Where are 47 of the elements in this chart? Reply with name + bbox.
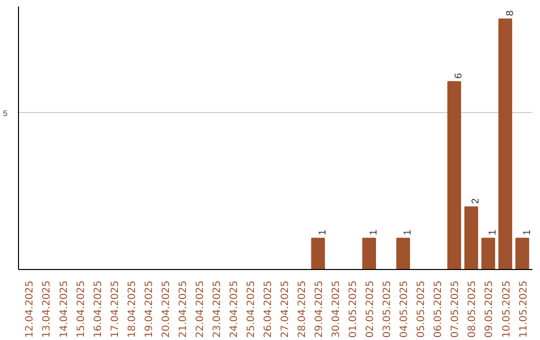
x-tick-label: 30.04.2025 [331,280,342,338]
x-tick-label: 10.05.2025 [501,280,512,338]
bar [515,238,530,270]
bar [396,238,410,270]
x-tick-label: 16.04.2025 [92,280,104,338]
y-tick-label: 5 [3,108,8,118]
x-tick-label: 27.04.2025 [280,280,292,338]
x-tick-label: 24.04.2025 [228,280,240,338]
bar [481,238,496,270]
x-tick-label: 05.05.2025 [416,280,428,338]
x-tick-label: 06.05.2025 [433,280,444,338]
bar [447,81,462,270]
x-tick-label: 07.05.2025 [450,280,462,338]
bar [498,18,512,270]
x-tick-label: 19.04.2025 [144,280,155,338]
x-tick-label: 08.05.2025 [467,280,478,338]
x-tick-label: 14.04.2025 [58,280,70,338]
data-label: 2 [470,198,482,204]
data-label: 1 [318,229,329,236]
x-tick-label: 22.04.2025 [194,280,206,338]
x-tick-label: 26.04.2025 [262,280,274,338]
x-tick-label: 17.04.2025 [110,280,121,338]
data-label: 1 [488,229,499,236]
x-tick-label: 25.04.2025 [246,280,257,338]
x-tick-label: 04.05.2025 [399,280,410,338]
data-label: 6 [454,72,465,79]
x-tick-label: 01.05.2025 [348,280,360,338]
x-tick-label: 29.04.2025 [314,280,326,338]
data-label: 8 [504,10,516,16]
x-tick-label: 28.04.2025 [297,280,308,338]
data-label: 1 [402,229,414,236]
x-tick-label: 21.04.2025 [178,280,189,338]
x-tick-label: 13.04.2025 [42,280,53,338]
bar [311,238,325,270]
x-tick-label: 09.05.2025 [484,280,496,338]
x-tick-label: 20.04.2025 [160,280,172,338]
x-tick-label: 12.04.2025 [24,280,36,338]
x-tick-label: 15.04.2025 [76,280,87,338]
x-tick-label: 03.05.2025 [382,280,394,338]
data-label: 1 [368,229,380,236]
x-tick-label: 11.05.2025 [518,280,530,338]
x-tick-label: 18.04.2025 [126,280,138,338]
bar [362,238,376,270]
x-tick-label: 02.05.2025 [365,280,376,338]
bar [464,206,478,270]
data-label: 1 [522,229,533,236]
x-tick-label: 23.04.2025 [212,280,223,338]
